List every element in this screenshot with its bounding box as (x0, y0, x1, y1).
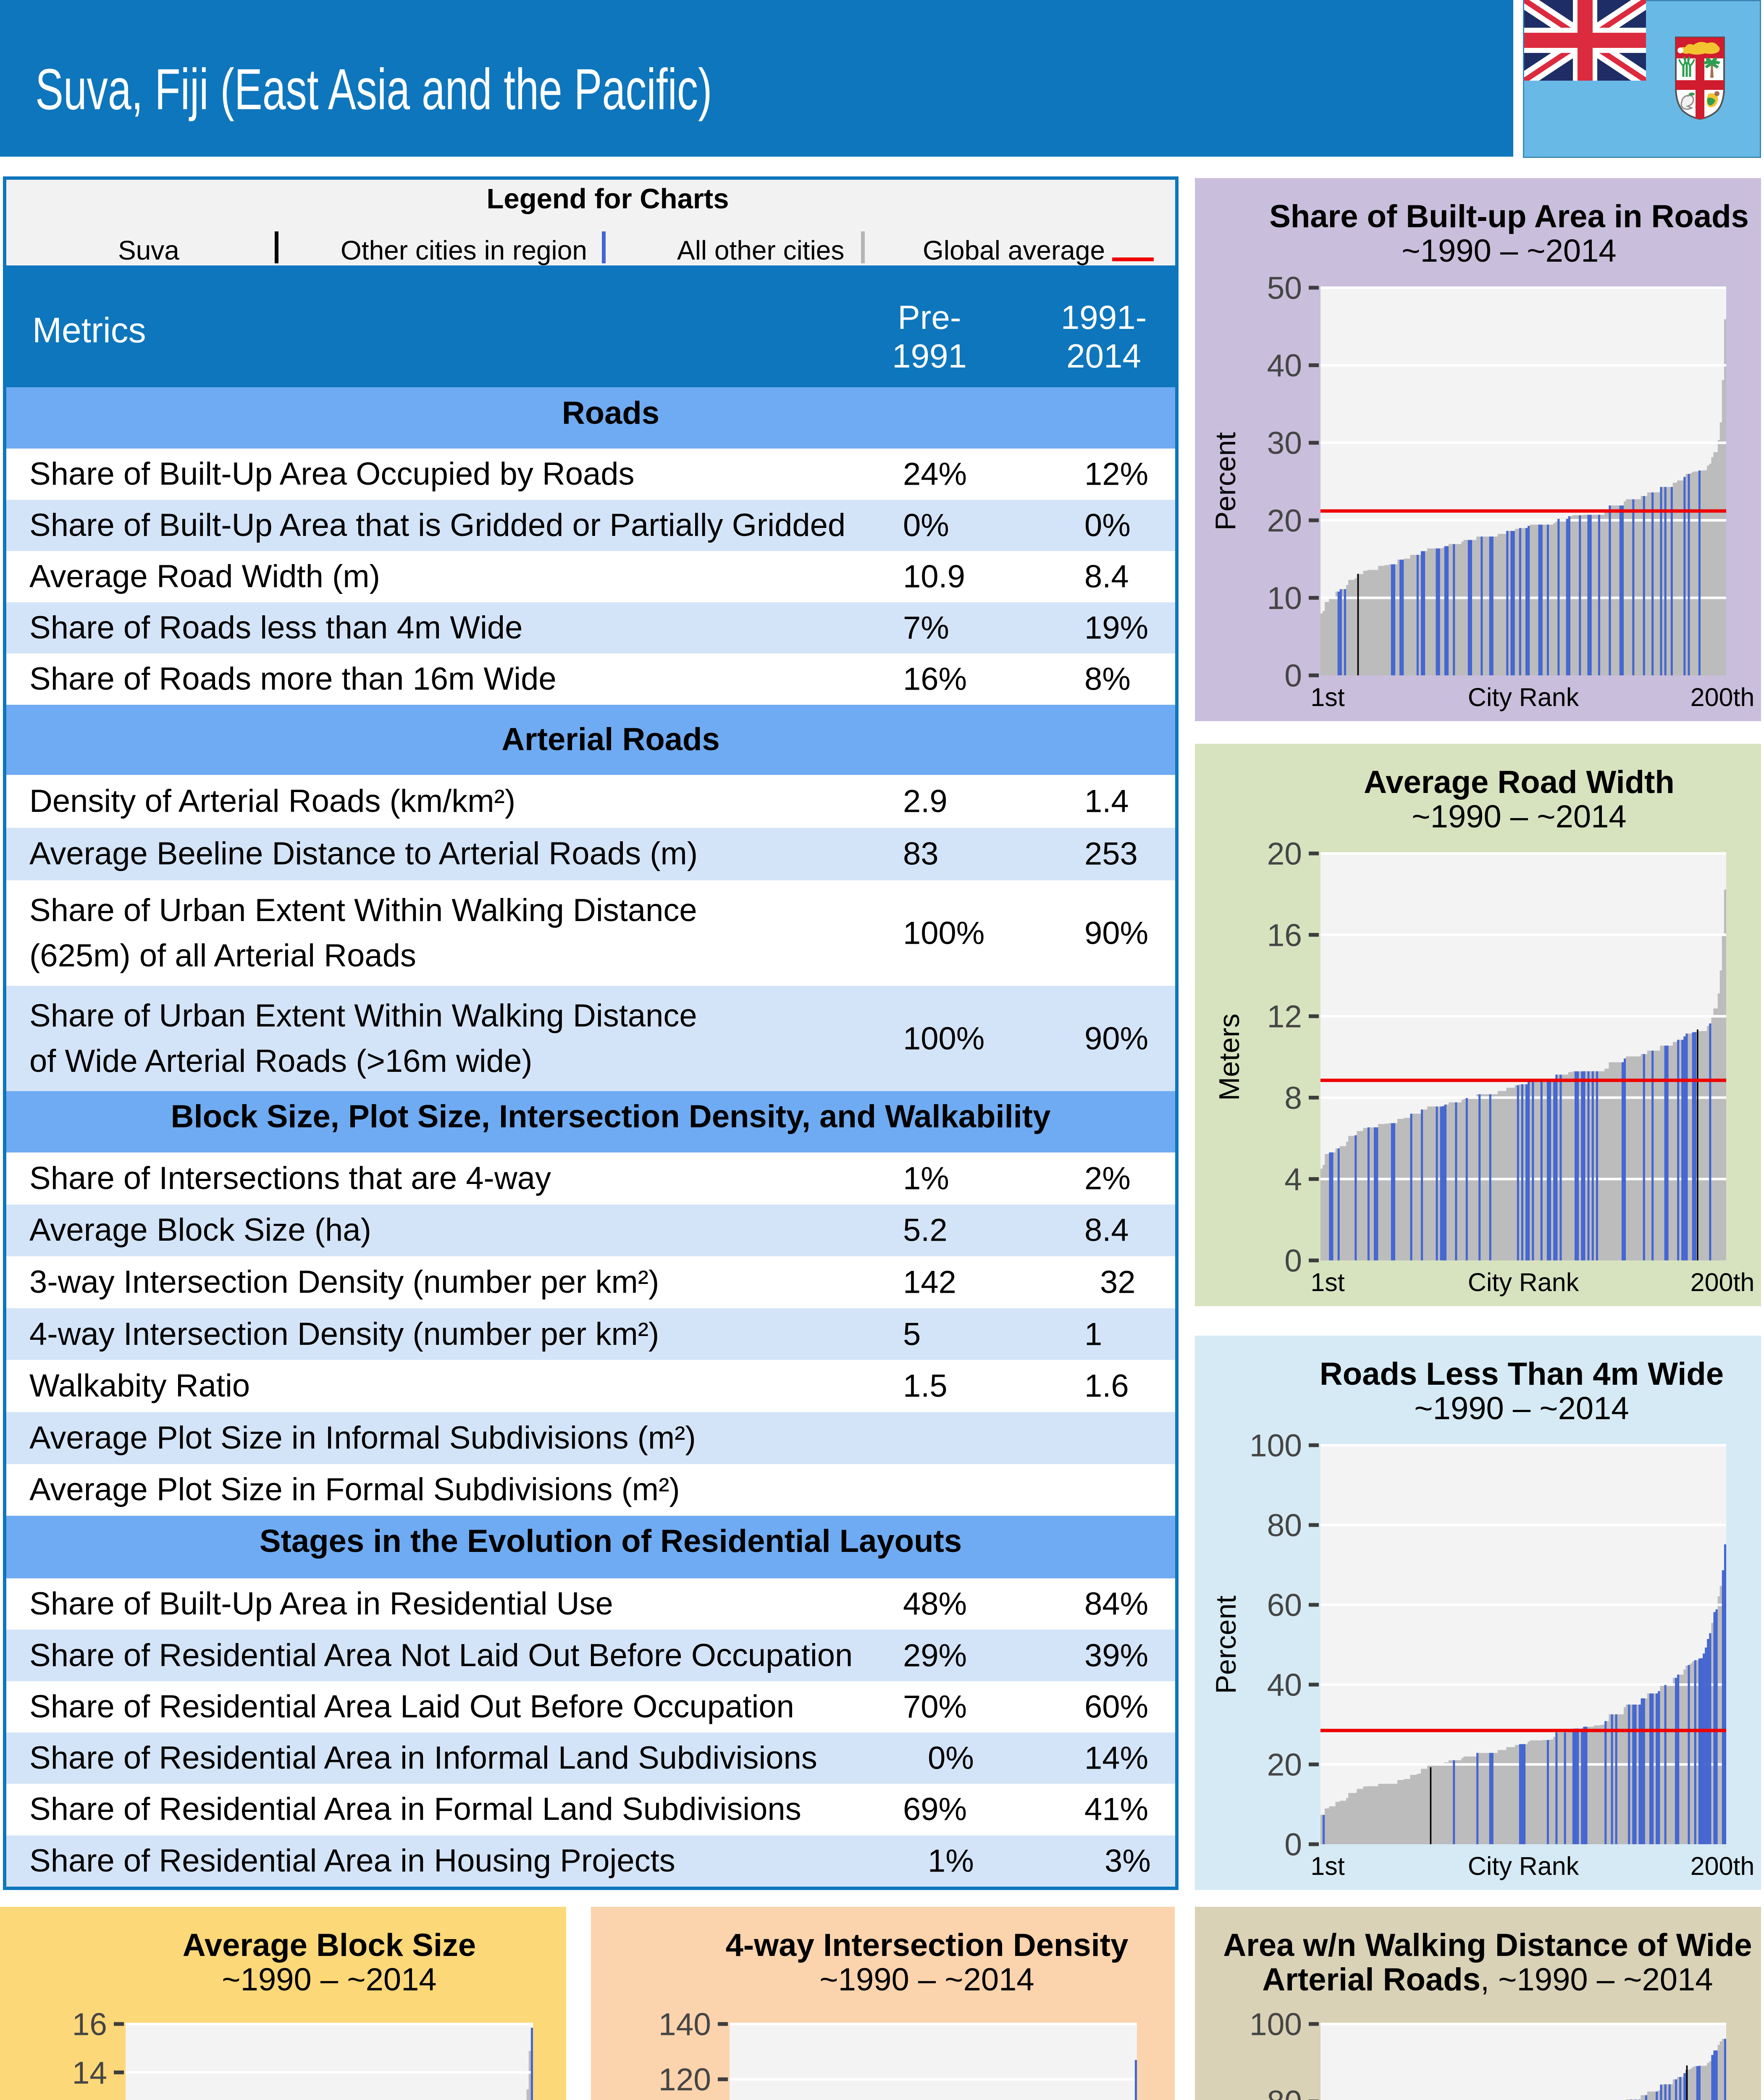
svg-text:10: 10 (1267, 580, 1302, 616)
svg-text:City Rank: City Rank (1468, 1268, 1579, 1297)
svg-text:1st: 1st (1310, 683, 1344, 711)
svg-text:Average Block Size: Average Block Size (183, 1927, 476, 1963)
svg-text:20: 20 (1267, 1747, 1302, 1782)
svg-text:60: 60 (1267, 1588, 1302, 1623)
svg-text:~1990 – ~2014: ~1990 – ~2014 (222, 1962, 436, 1998)
svg-text:16: 16 (72, 2007, 107, 2042)
svg-text:City Rank: City Rank (1468, 1852, 1579, 1880)
svg-text:~1990 – ~2014: ~1990 – ~2014 (1402, 233, 1616, 269)
svg-text:12: 12 (1267, 999, 1302, 1034)
svg-text:1st: 1st (1310, 1268, 1344, 1297)
svg-text:4-way Intersection Density: 4-way Intersection Density (726, 1927, 1129, 1963)
svg-text:Arterial Roads, ~1990 – ~2014: Arterial Roads, ~1990 – ~2014 (1262, 1962, 1713, 1998)
svg-text:4: 4 (1284, 1162, 1302, 1197)
svg-text:City Rank: City Rank (1468, 683, 1579, 711)
svg-text:40: 40 (1267, 348, 1302, 383)
svg-text:8: 8 (1284, 1080, 1302, 1116)
svg-text:Area w/n Walking Distance of W: Area w/n Walking Distance of Wide (1223, 1927, 1752, 1963)
svg-text:1st: 1st (1310, 1852, 1344, 1880)
svg-text:Roads Less Than 4m Wide: Roads Less Than 4m Wide (1320, 1356, 1724, 1392)
svg-text:20: 20 (1267, 836, 1302, 872)
svg-text:Percent: Percent (1210, 432, 1242, 530)
svg-text:140: 140 (659, 2007, 711, 2042)
svg-text:80: 80 (1267, 2084, 1302, 2100)
svg-text:120: 120 (659, 2062, 711, 2097)
svg-text:200th: 200th (1690, 1268, 1755, 1297)
svg-text:100: 100 (1250, 2007, 1302, 2042)
svg-text:200th: 200th (1690, 1852, 1755, 1880)
svg-text:50: 50 (1267, 270, 1302, 306)
svg-text:100: 100 (1250, 1428, 1302, 1463)
svg-text:20: 20 (1267, 503, 1302, 538)
svg-text:~1990 – ~2014: ~1990 – ~2014 (1412, 799, 1626, 835)
svg-text:14: 14 (72, 2055, 107, 2090)
svg-text:40: 40 (1267, 1667, 1302, 1703)
svg-text:80: 80 (1267, 1508, 1302, 1543)
svg-text:16: 16 (1267, 917, 1302, 953)
svg-text:0: 0 (1284, 1243, 1302, 1278)
svg-text:Share of Built-up Area in Road: Share of Built-up Area in Roads (1269, 199, 1749, 234)
svg-text:Average Road Width: Average Road Width (1364, 764, 1675, 800)
svg-text:~1990 – ~2014: ~1990 – ~2014 (819, 1962, 1034, 1998)
svg-text:Percent: Percent (1210, 1596, 1242, 1694)
svg-text:0: 0 (1284, 1827, 1302, 1862)
svg-text:200th: 200th (1690, 683, 1755, 711)
svg-text:30: 30 (1267, 425, 1302, 461)
svg-text:Meters: Meters (1213, 1013, 1245, 1101)
svg-text:~1990 – ~2014: ~1990 – ~2014 (1414, 1391, 1629, 1426)
svg-text:0: 0 (1284, 658, 1302, 693)
